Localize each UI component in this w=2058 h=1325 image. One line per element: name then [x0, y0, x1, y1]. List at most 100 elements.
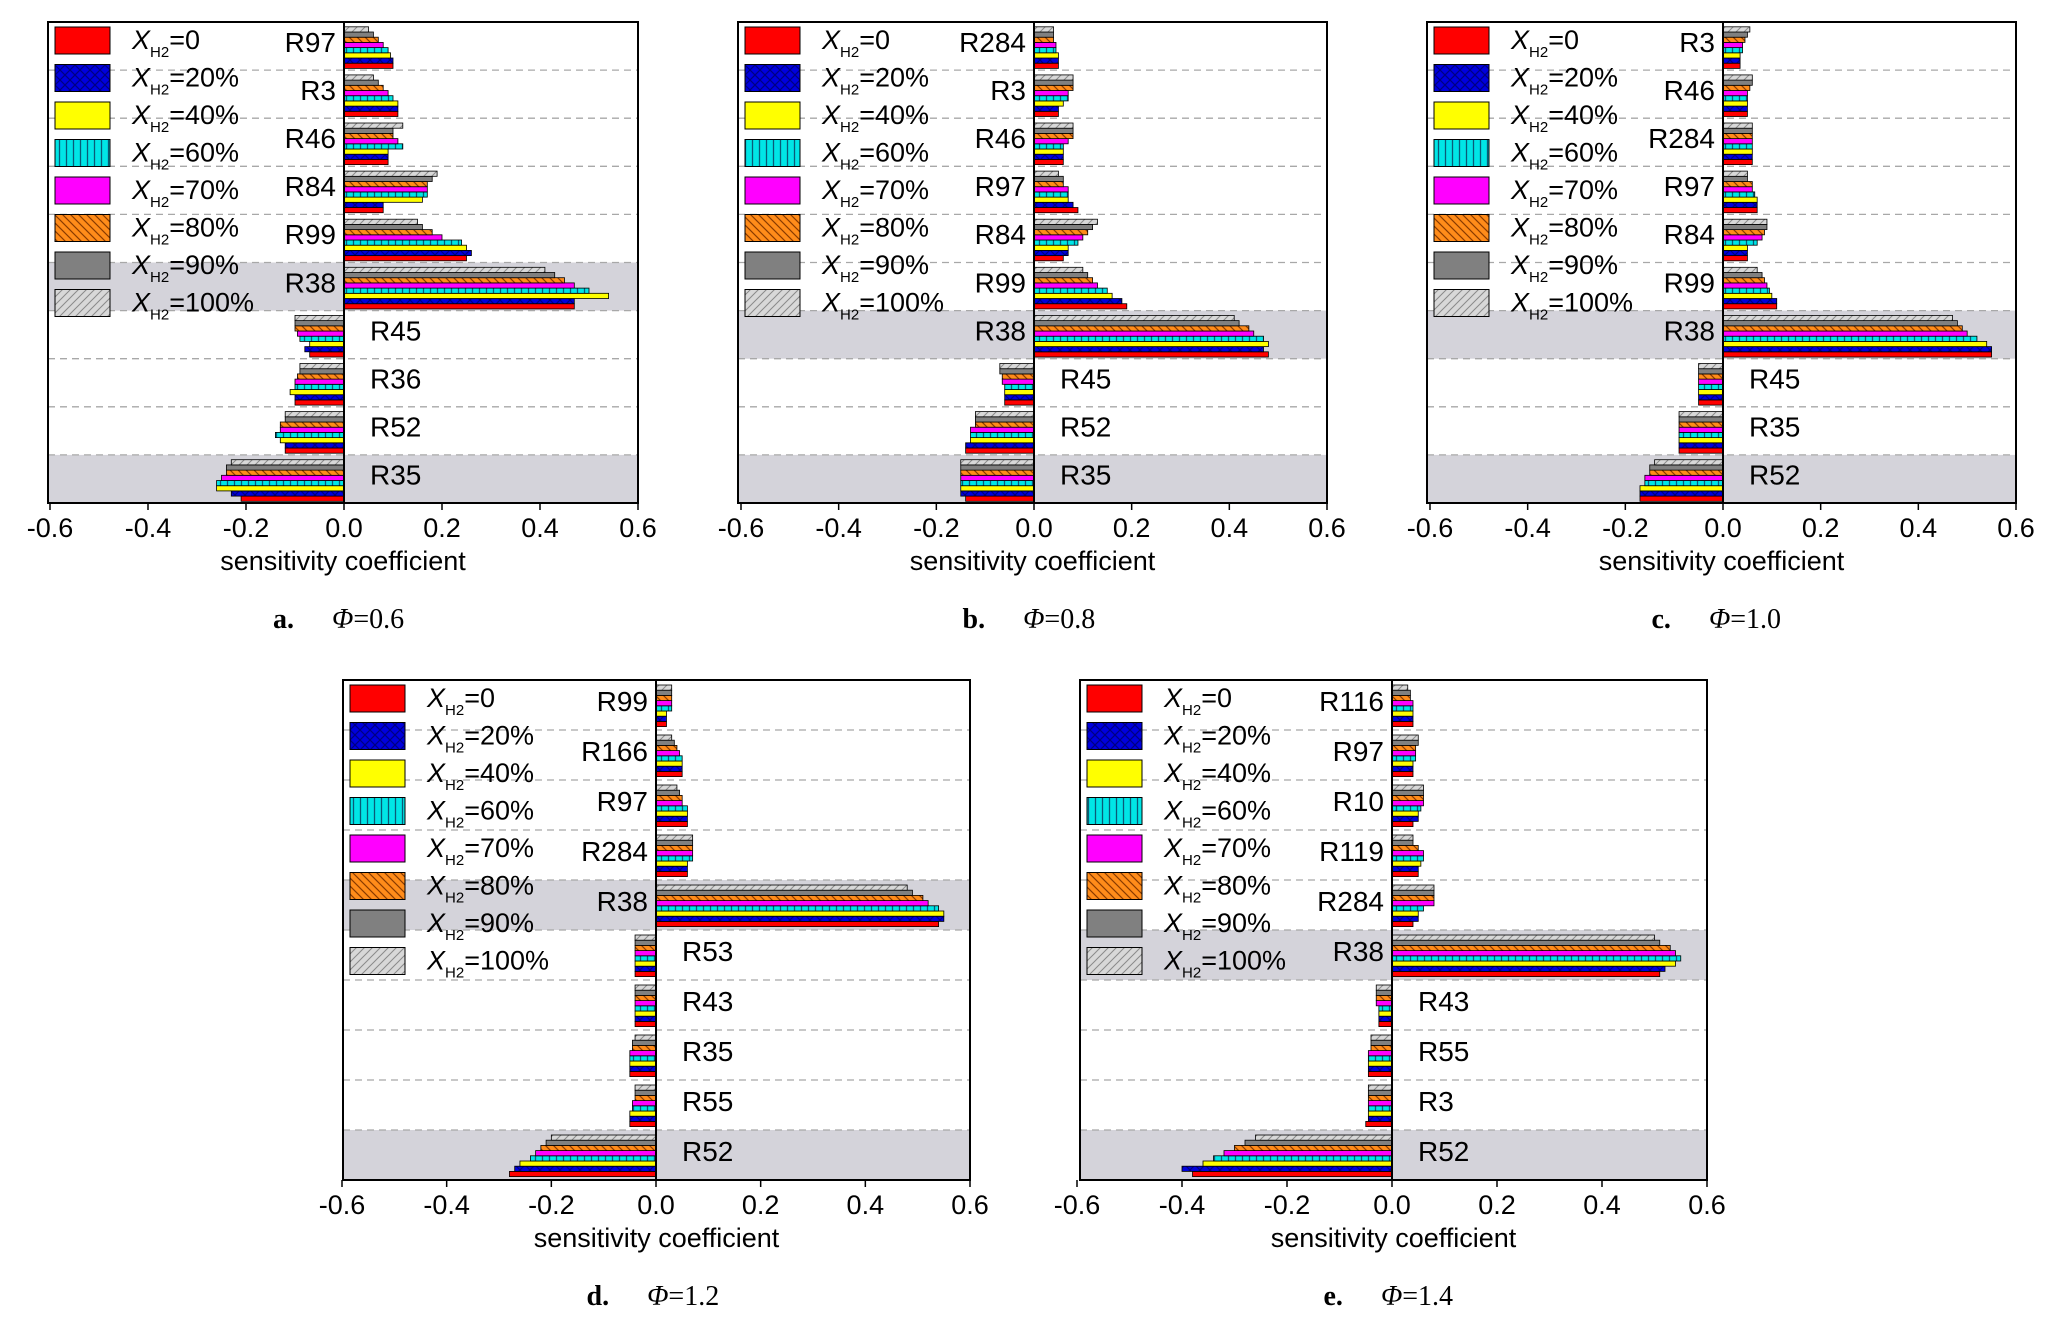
legend-label: XH2=0	[821, 25, 890, 61]
bar-R97-s5	[655, 795, 683, 802]
bar-R55-s6	[1370, 1039, 1393, 1046]
panel-caption: c. Φ=1.0	[1652, 604, 1782, 635]
bar-R46-s4	[1033, 138, 1069, 145]
category-label: R38	[597, 886, 648, 917]
bar-R84-s3	[1033, 239, 1079, 246]
bar-R38-s2	[1391, 960, 1676, 967]
category-label: R3	[990, 75, 1026, 106]
bar-R284-s5	[1033, 36, 1054, 43]
bar-R97-s2	[1033, 196, 1069, 203]
legend-swatch	[1086, 797, 1143, 825]
bar-R45-s2	[1698, 389, 1724, 396]
bar-R3-s2	[1367, 1110, 1393, 1117]
bar-R84-s2	[1722, 244, 1748, 251]
panel-a: R97 R3 R46 R84 R99 R38 R45 R36 R52 R35 -0.6 -0.4 -0.…	[27, 21, 657, 635]
legend-swatch	[1433, 26, 1490, 55]
bar-R97-s3	[343, 47, 389, 54]
bar-R284-s2	[1391, 910, 1419, 917]
bar-R35-s4	[960, 474, 1035, 481]
bar-R45-s5	[1698, 373, 1724, 380]
legend-swatch	[744, 214, 801, 242]
panel-caption: a. Φ=0.6	[273, 604, 404, 635]
legend-swatch	[349, 759, 406, 788]
legend-swatch	[1086, 759, 1143, 788]
legend-label: XH2=0	[131, 25, 200, 61]
bar-R52-s3	[530, 1155, 657, 1162]
bar-R119-s7	[1391, 834, 1414, 841]
category-label: R45	[1060, 364, 1111, 395]
bar-R38-s2	[343, 292, 610, 299]
bar-R84-s0	[1722, 255, 1748, 262]
bar-R116-s7	[1391, 684, 1409, 691]
bar-R52-s7	[1654, 459, 1724, 466]
bar-R43-s7	[1375, 984, 1393, 991]
bar-R99-s0	[343, 255, 467, 262]
bar-R45-s4	[297, 330, 345, 337]
legend-label: XH2=40%	[1163, 758, 1271, 794]
bar-R52-s5	[1234, 1145, 1393, 1152]
bar-R84-s2	[1033, 244, 1069, 251]
bar-R284-s3	[655, 855, 694, 862]
category-label: R97	[1664, 171, 1715, 202]
bar-R36-s3	[294, 383, 345, 390]
bar-R45-s0	[1698, 399, 1724, 406]
legend-label: XH2=20%	[821, 63, 929, 99]
bar-R35-s7	[1678, 411, 1724, 418]
bar-R46-s6	[1722, 79, 1753, 86]
bar-R38-s3	[343, 287, 590, 294]
bar-R46-s5	[1722, 84, 1751, 91]
bar-R284-s6	[1033, 31, 1054, 38]
bar-R35-s7	[230, 459, 345, 466]
bar-R52-s6	[284, 416, 345, 423]
legend-label: XH2=90%	[821, 250, 929, 286]
category-label: R43	[1418, 986, 1469, 1017]
bar-R284-s0	[1033, 62, 1059, 69]
x-tick-label: -0.4	[815, 513, 862, 543]
bar-R55-s7	[634, 1084, 657, 1091]
bar-R284-s4	[1033, 42, 1057, 49]
x-tick-label: 0.6	[619, 513, 657, 543]
bar-R3-s0	[1033, 110, 1059, 117]
legend-label: XH2=80%	[1510, 213, 1618, 249]
bar-R38-s7	[655, 884, 908, 891]
bar-R36-s4	[294, 378, 345, 385]
bar-R3-s1	[1722, 57, 1741, 64]
legend-label: XH2=80%	[1163, 871, 1271, 907]
bar-R97-s1	[655, 815, 688, 822]
category-label: R35	[1060, 460, 1111, 491]
bar-R38-s6	[1391, 939, 1661, 946]
x-tick-label: 0.0	[637, 1190, 675, 1220]
bar-R53-s0	[634, 971, 657, 978]
bar-R99-s2	[655, 710, 667, 717]
bar-R55-s5	[1370, 1045, 1393, 1052]
bar-R45-s1	[304, 346, 345, 353]
bar-R97-s2	[343, 52, 391, 59]
bar-R46-s1	[1033, 153, 1064, 160]
panel-b: R284 R3 R46 R97 R84 R99 R38 R45 R52 R35 -0.6 -0.4 -0…	[718, 21, 1346, 635]
bar-R116-s2	[1391, 710, 1414, 717]
bar-R284-s7	[1391, 884, 1435, 891]
bar-R3-s1	[343, 105, 399, 112]
bar-R35-s4	[1678, 426, 1724, 433]
bar-R3-s5	[1367, 1095, 1393, 1102]
category-label: R53	[682, 936, 733, 967]
bar-R166-s1	[655, 765, 683, 772]
bar-R99-s1	[343, 250, 472, 257]
legend-swatch	[1433, 101, 1490, 130]
bar-R43-s5	[634, 995, 657, 1002]
category-label: R99	[285, 219, 336, 250]
panel-caption: b. Φ=0.8	[963, 604, 1096, 635]
bar-R3-s7	[1367, 1084, 1393, 1091]
legend-swatch	[349, 947, 406, 975]
bar-R52-s6	[1649, 464, 1724, 471]
bar-R284-s5	[1722, 133, 1753, 140]
bar-R97-s1	[343, 57, 394, 64]
bar-R53-s4	[634, 950, 657, 957]
category-label: R35	[1749, 412, 1800, 443]
category-label: R84	[285, 171, 336, 202]
bar-R46-s2	[1033, 148, 1064, 155]
plot-frame	[1426, 21, 2017, 504]
bar-R55-s4	[632, 1100, 657, 1107]
x-tick-label: 0.4	[1583, 1190, 1621, 1220]
bar-R116-s3	[1391, 705, 1414, 712]
